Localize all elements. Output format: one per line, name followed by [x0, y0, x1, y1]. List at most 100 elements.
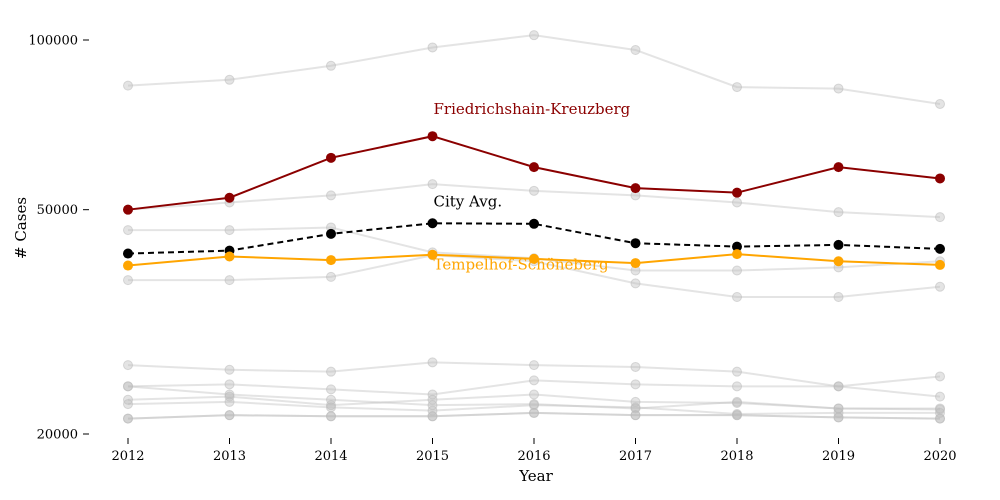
- background-series-point: [833, 83, 844, 94]
- x-axis-label: Year: [518, 467, 553, 485]
- background-series-point: [224, 410, 235, 421]
- background-series-point: [935, 212, 945, 223]
- background-series-point: [529, 375, 539, 386]
- background-series-point: [123, 399, 133, 410]
- background-series-point: [224, 396, 235, 407]
- background-series-point: [529, 185, 539, 196]
- background-series-point: [935, 371, 945, 382]
- series-point: [630, 183, 641, 194]
- series-point: [529, 253, 539, 264]
- background-series-point: [427, 400, 438, 411]
- series-point: [833, 162, 844, 173]
- background-series-point: [427, 411, 438, 422]
- background-series-line: [127, 400, 940, 416]
- background-series-point: [732, 366, 742, 377]
- background-series-point: [529, 407, 539, 418]
- x-axis: 2012 2013 2014 2015 2016 2017 2018 2019 2020: [111, 438, 957, 464]
- background-series-point: [630, 402, 641, 413]
- background-series-point: [123, 275, 133, 286]
- series-point: [732, 241, 742, 252]
- background-series-point: [630, 379, 641, 390]
- background-series-point: [427, 179, 438, 190]
- series-point: [833, 239, 844, 250]
- background-series-point: [326, 190, 336, 201]
- x-tick-label: 2014: [314, 449, 347, 464]
- background-series-line: [127, 411, 941, 420]
- background-series-point: [224, 225, 235, 236]
- y-tick-label: 100000: [28, 34, 78, 49]
- background-series-point: [833, 412, 844, 423]
- series-point: [529, 218, 539, 229]
- x-tick-label: 2015: [416, 449, 449, 464]
- background-series-point: [935, 391, 945, 402]
- background-series-point: [833, 292, 844, 303]
- background-series-point: [224, 391, 235, 402]
- background-series: [123, 30, 945, 109]
- background-series-point: [732, 197, 742, 208]
- series-point: [123, 248, 133, 259]
- background-series: [123, 375, 945, 402]
- series-point: [529, 162, 539, 173]
- background-series-point: [833, 207, 844, 218]
- background-series-point: [935, 407, 945, 418]
- background-series-point: [630, 361, 641, 372]
- series-point: [326, 228, 336, 239]
- background-series: [123, 407, 945, 424]
- background-series-point: [833, 381, 844, 392]
- x-tick-label: 2020: [923, 449, 956, 464]
- background-series-point: [326, 271, 336, 282]
- x-tick-label: 2017: [619, 449, 652, 464]
- background-series-point: [630, 278, 641, 289]
- series-point: [427, 249, 438, 260]
- background-series-point: [732, 410, 742, 421]
- series-tempelhof-sch-neberg: [123, 249, 945, 271]
- background-series-point: [224, 364, 235, 375]
- x-tick-label: 2018: [720, 449, 753, 464]
- series-point: [935, 243, 945, 254]
- background-series-point: [529, 360, 539, 371]
- background-series-point: [732, 381, 742, 392]
- background-series-point: [224, 379, 235, 390]
- background-series-point: [326, 411, 336, 422]
- background-series-point: [326, 60, 336, 71]
- series-point: [224, 192, 235, 203]
- background-series-line: [127, 34, 941, 105]
- series-friedrichshain-kreuzberg: [123, 131, 945, 215]
- background-series-point: [224, 275, 235, 286]
- background-series-line: [127, 361, 941, 388]
- background-series-point: [224, 74, 235, 85]
- series-annotation: Tempelhof-Schöneberg: [434, 256, 610, 274]
- series-annotation: Friedrichshain-Kreuzberg: [434, 100, 631, 118]
- series-annotations: Friedrichshain-Kreuzberg City Avg. Tempelh…: [434, 100, 631, 273]
- series-point: [732, 187, 742, 198]
- background-series-point: [630, 396, 641, 407]
- background-series-point: [123, 360, 133, 371]
- series-point: [630, 258, 641, 269]
- background-series-point: [123, 413, 133, 424]
- background-series-point: [630, 410, 641, 421]
- y-axis-label: # Cases: [12, 197, 30, 259]
- series-line: [127, 135, 941, 211]
- background-series-point: [935, 413, 945, 424]
- series-point: [732, 249, 742, 260]
- background-series-point: [630, 44, 641, 55]
- background-series-line: [127, 393, 941, 411]
- series-point: [123, 204, 133, 215]
- background-series-group: [123, 30, 945, 424]
- background-series-point: [732, 265, 742, 276]
- series-point: [935, 259, 945, 270]
- background-series-point: [326, 394, 336, 405]
- y-tick-label: 20000: [37, 428, 78, 443]
- y-axis: 20000 50000 100000: [28, 34, 89, 443]
- background-series-point: [427, 389, 438, 400]
- x-tick-label: 2012: [111, 449, 144, 464]
- background-series-line: [127, 379, 941, 398]
- x-tick-label: 2019: [822, 449, 855, 464]
- background-series-point: [326, 366, 336, 377]
- background-series-line: [127, 385, 940, 410]
- series-point: [935, 173, 945, 184]
- background-series-point: [123, 381, 133, 392]
- series-point: [427, 218, 438, 229]
- series-point: [123, 260, 133, 271]
- background-series-line: [127, 183, 941, 219]
